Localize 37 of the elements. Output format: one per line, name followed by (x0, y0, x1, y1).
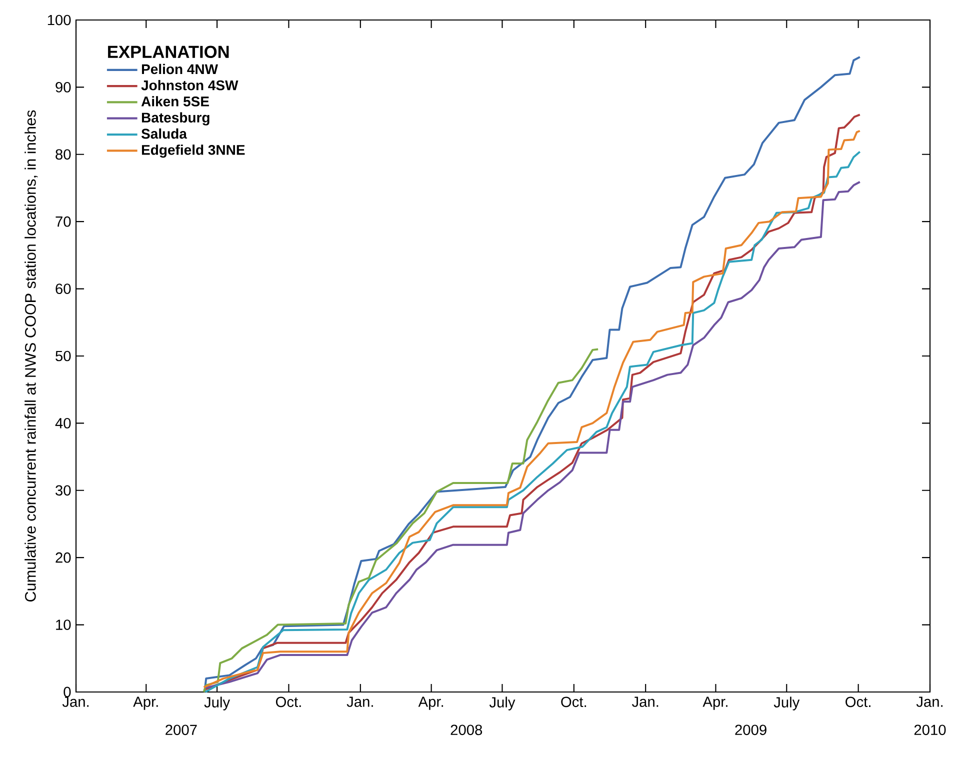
legend-label: Pelion 4NW (142, 64, 218, 74)
x-tick-label: Apr. (133, 696, 158, 710)
y-tick-label: 50 (56, 350, 71, 362)
x-tick-label: Oct. (561, 696, 586, 708)
legend-label: Batesburg (142, 112, 210, 126)
y-tick-label: 20 (56, 552, 71, 563)
y-tick-label: 70 (56, 216, 71, 227)
line-series (202, 348, 600, 693)
y-tick-label: 80 (56, 149, 71, 160)
x-tick-label: July (489, 696, 516, 710)
legend-label: Saluda (141, 128, 188, 139)
x-tick-label: Oct. (846, 696, 870, 708)
y-tick-label: 10 (56, 620, 71, 630)
text: 2010 (914, 724, 946, 736)
x-tick-label: Apr. (418, 696, 444, 710)
y-tick-label: 60 (56, 284, 71, 294)
text: 2007 (166, 724, 197, 736)
text: 2009 (735, 724, 766, 736)
x-tick-label: Oct. (276, 696, 301, 708)
x-tick-label: Apr. (702, 696, 728, 710)
y-axis-title: Cumulative concurrent rainfall at NWS COOP station locations, in inches (24, 110, 38, 602)
legend-label: Johnston 4SW (141, 80, 238, 90)
text: 2008 (450, 724, 482, 736)
y-tick-label: 90 (56, 82, 71, 92)
y-tick-label: 0 (64, 686, 71, 698)
legend-title: EXPLANATION (108, 46, 229, 58)
x-tick-label: July (774, 696, 800, 710)
x-tick-label: Jan. (916, 696, 943, 707)
legend-label: Aiken 5SE (141, 96, 209, 106)
x-tick-label: Jan. (62, 696, 89, 707)
y-tick-label: 30 (56, 485, 71, 496)
x-tick-label: Jan. (346, 696, 373, 707)
legend-label: Edgefield 3NNE (142, 144, 245, 158)
x-tick-label: July (204, 696, 230, 710)
y-tick-label: 100 (48, 14, 71, 26)
y-tick-label: 40 (55, 418, 71, 428)
x-tick-label: Jan. (632, 696, 658, 707)
